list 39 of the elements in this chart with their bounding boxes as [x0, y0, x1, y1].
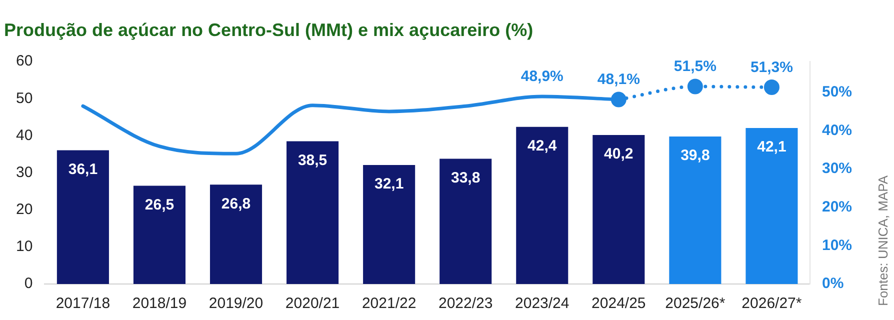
y2-tick-label: 50% [822, 83, 852, 100]
y2-tick-label: 20% [822, 198, 852, 216]
y-tick-label: 20 [16, 201, 33, 218]
chart-title: Produção de açúcar no Centro-Sul (MMt) e mix açucareiro (%) [4, 20, 534, 40]
x-tick-label: 2022/23 [438, 295, 493, 312]
data-label: 32,1 [374, 176, 404, 193]
x-tick-label: 2017/18 [56, 295, 110, 312]
data-label: 51,3% [750, 58, 793, 76]
y2-tick-label: 40% [822, 122, 852, 139]
y-tick-label: 0 [24, 275, 33, 292]
x-tick-label: 2021/22 [362, 295, 416, 312]
data-label: 26,8 [221, 195, 251, 212]
data-label: 42,4 [528, 137, 558, 154]
data-label: 26,5 [144, 196, 174, 214]
x-tick-label: 2019/20 [208, 295, 264, 312]
x-tick-label: 2024/25 [592, 295, 646, 312]
y-tick-label: 60 [16, 52, 33, 70]
data-label: 48,9% [520, 68, 564, 86]
x-tick-label: 2025/26* [665, 295, 726, 312]
x-tick-label: 2023/24 [515, 295, 570, 312]
y-tick-label: 30 [16, 164, 33, 181]
data-label: 48,1% [597, 71, 640, 88]
y2-tick-label: 30% [822, 160, 852, 178]
y-tick-label: 10 [16, 238, 33, 256]
data-label: 38,5 [298, 152, 328, 169]
y-tick-label: 50 [16, 90, 33, 107]
x-tick-label: 2018/19 [132, 295, 187, 312]
y2-tick-label: 0% [822, 275, 844, 292]
data-label: 33,8 [450, 169, 480, 186]
text: Fontes: UNICA, MAPA [876, 175, 891, 306]
data-label: 42,1 [757, 138, 786, 156]
y2-tick-label: 10% [822, 236, 852, 254]
x-tick-label: 2026/27* [742, 295, 802, 312]
data-label: 51,5% [674, 58, 716, 76]
data-label: 40,2 [604, 146, 634, 163]
data-label: 36,1 [68, 160, 98, 178]
data-label: 39,8 [680, 147, 710, 164]
y-tick-label: 40 [16, 126, 33, 144]
x-tick-label: 2020/21 [285, 295, 340, 312]
